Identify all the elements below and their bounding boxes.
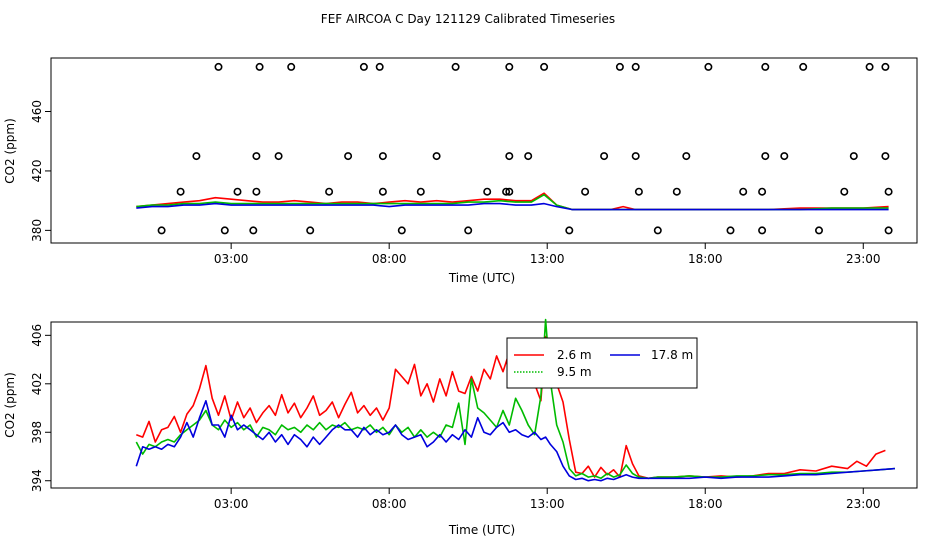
calibration-point: [483, 187, 492, 196]
calibration-point: [631, 62, 640, 71]
calibration-point: [581, 187, 590, 196]
calibration-point: [378, 152, 387, 161]
panel-2-y-tick-label: 394: [30, 469, 44, 492]
calibration-point: [682, 152, 691, 161]
calibration-point: [634, 187, 643, 196]
calibration-point: [631, 152, 640, 161]
panel-1-series-17-8-m: [136, 202, 889, 211]
calibration-point: [233, 187, 242, 196]
panel-1-x-tick-label: 08:00: [372, 252, 407, 266]
calibration-point: [505, 187, 514, 196]
calibration-point: [214, 62, 223, 71]
panel-2-y-tick-label: 398: [30, 421, 44, 444]
calibration-point: [505, 62, 514, 71]
calibration-point: [780, 152, 789, 161]
calibration-point: [704, 62, 713, 71]
calibration-point: [739, 187, 748, 196]
calibration-point: [615, 62, 624, 71]
legend-label-9-5m: 9.5 m: [557, 365, 592, 379]
calibration-point: [540, 62, 549, 71]
calibration-point: [416, 187, 425, 196]
calibration-point: [726, 226, 735, 235]
panel-1-x-tick-label: 23:00: [846, 252, 881, 266]
calibration-point: [220, 226, 229, 235]
calibration-point: [849, 152, 858, 161]
panel-1-x-tick-label: 18:00: [688, 252, 723, 266]
panel-1-x-axis-title: Time (UTC): [448, 271, 515, 285]
panel-1-y-tick-label: 460: [30, 100, 44, 123]
panel-1-frame: [50, 57, 918, 244]
calibration-point: [344, 152, 353, 161]
calibration-point: [274, 152, 283, 161]
legend-label-2-6m: 2.6 m: [557, 348, 592, 362]
panel-2-frame: [50, 321, 918, 489]
calibration-point: [192, 152, 201, 161]
zoomed-timeseries-panel: Time (UTC) CO2 (ppm) 03:00 08:00 13:00 18:0…: [3, 318, 918, 537]
calibration-point: [672, 187, 681, 196]
calibration-point: [306, 226, 315, 235]
legend-label-17-8m: 17.8 m: [651, 348, 693, 362]
calibration-point: [359, 62, 368, 71]
calibration-point: [157, 226, 166, 235]
panel-1-y-tick-label: 380: [30, 219, 44, 242]
panel-2-y-axis-title: CO2 (ppm): [3, 372, 17, 438]
calibration-point: [325, 187, 334, 196]
calibration-point: [758, 226, 767, 235]
calibration-point: [884, 187, 893, 196]
calibration-point: [653, 226, 662, 235]
calibration-point: [397, 226, 406, 235]
legend-box: [506, 337, 698, 389]
calibration-point: [884, 226, 893, 235]
panel-2-x-tick-label: 23:00: [846, 497, 881, 511]
calibration-point: [375, 62, 384, 71]
calibration-point: [378, 187, 387, 196]
panel-1-axes: 03:00 08:00 13:00 18:00 23:00 380 420 460: [30, 100, 881, 266]
calibration-point: [451, 62, 460, 71]
calibration-point: [814, 226, 823, 235]
calibration-point: [252, 187, 261, 196]
panel-2-y-tick-label: 406: [30, 324, 44, 347]
legend: 2.6 m 17.8 m 9.5 m: [506, 337, 698, 389]
calibration-point: [505, 152, 514, 161]
panel-2-x-tick-label: 13:00: [530, 497, 565, 511]
panel-2-y-tick-label: 402: [30, 372, 44, 395]
calibration-point: [464, 226, 473, 235]
panel-2-series: [135, 318, 895, 482]
calibration-point: [600, 152, 609, 161]
calibrated-timeseries-panel: Time (UTC) CO2 (ppm) 03:00 08:00 13:00 18:0…: [3, 57, 918, 285]
calibration-point: [252, 152, 261, 161]
calibration-point: [287, 62, 296, 71]
calibration-point: [758, 187, 767, 196]
calibration-point: [502, 187, 511, 196]
panel-1-x-tick-label: 03:00: [214, 252, 249, 266]
panel-2-x-tick-label: 03:00: [214, 497, 249, 511]
panel-2-series-17-8-m: [135, 399, 895, 482]
panel-2-x-axis-title: Time (UTC): [448, 523, 515, 537]
calibration-point: [524, 152, 533, 161]
calibration-point: [255, 62, 264, 71]
panel-1-series: [136, 192, 889, 211]
calibration-point: [799, 62, 808, 71]
calibration-point: [176, 187, 185, 196]
calibration-point: [881, 62, 890, 71]
panel-2-x-tick-label: 08:00: [372, 497, 407, 511]
panel-2-x-tick-label: 18:00: [688, 497, 723, 511]
figure-title: FEF AIRCOA C Day 121129 Calibrated Times…: [321, 12, 615, 26]
calibration-point: [761, 152, 770, 161]
panel-1-x-tick-label: 13:00: [530, 252, 565, 266]
calibration-point: [249, 226, 258, 235]
calibration-point: [761, 62, 770, 71]
calibration-point: [865, 62, 874, 71]
calibration-point: [881, 152, 890, 161]
panel-2-axes: 03:00 08:00 13:00 18:00 23:00 394 398 402 406: [30, 324, 881, 511]
calibration-point: [840, 187, 849, 196]
panel-1-y-axis-title: CO2 (ppm): [3, 118, 17, 184]
panel-1-calibration-points: [157, 62, 893, 235]
calibration-point: [565, 226, 574, 235]
calibration-point: [432, 152, 441, 161]
panel-1-y-tick-label: 420: [30, 159, 44, 182]
